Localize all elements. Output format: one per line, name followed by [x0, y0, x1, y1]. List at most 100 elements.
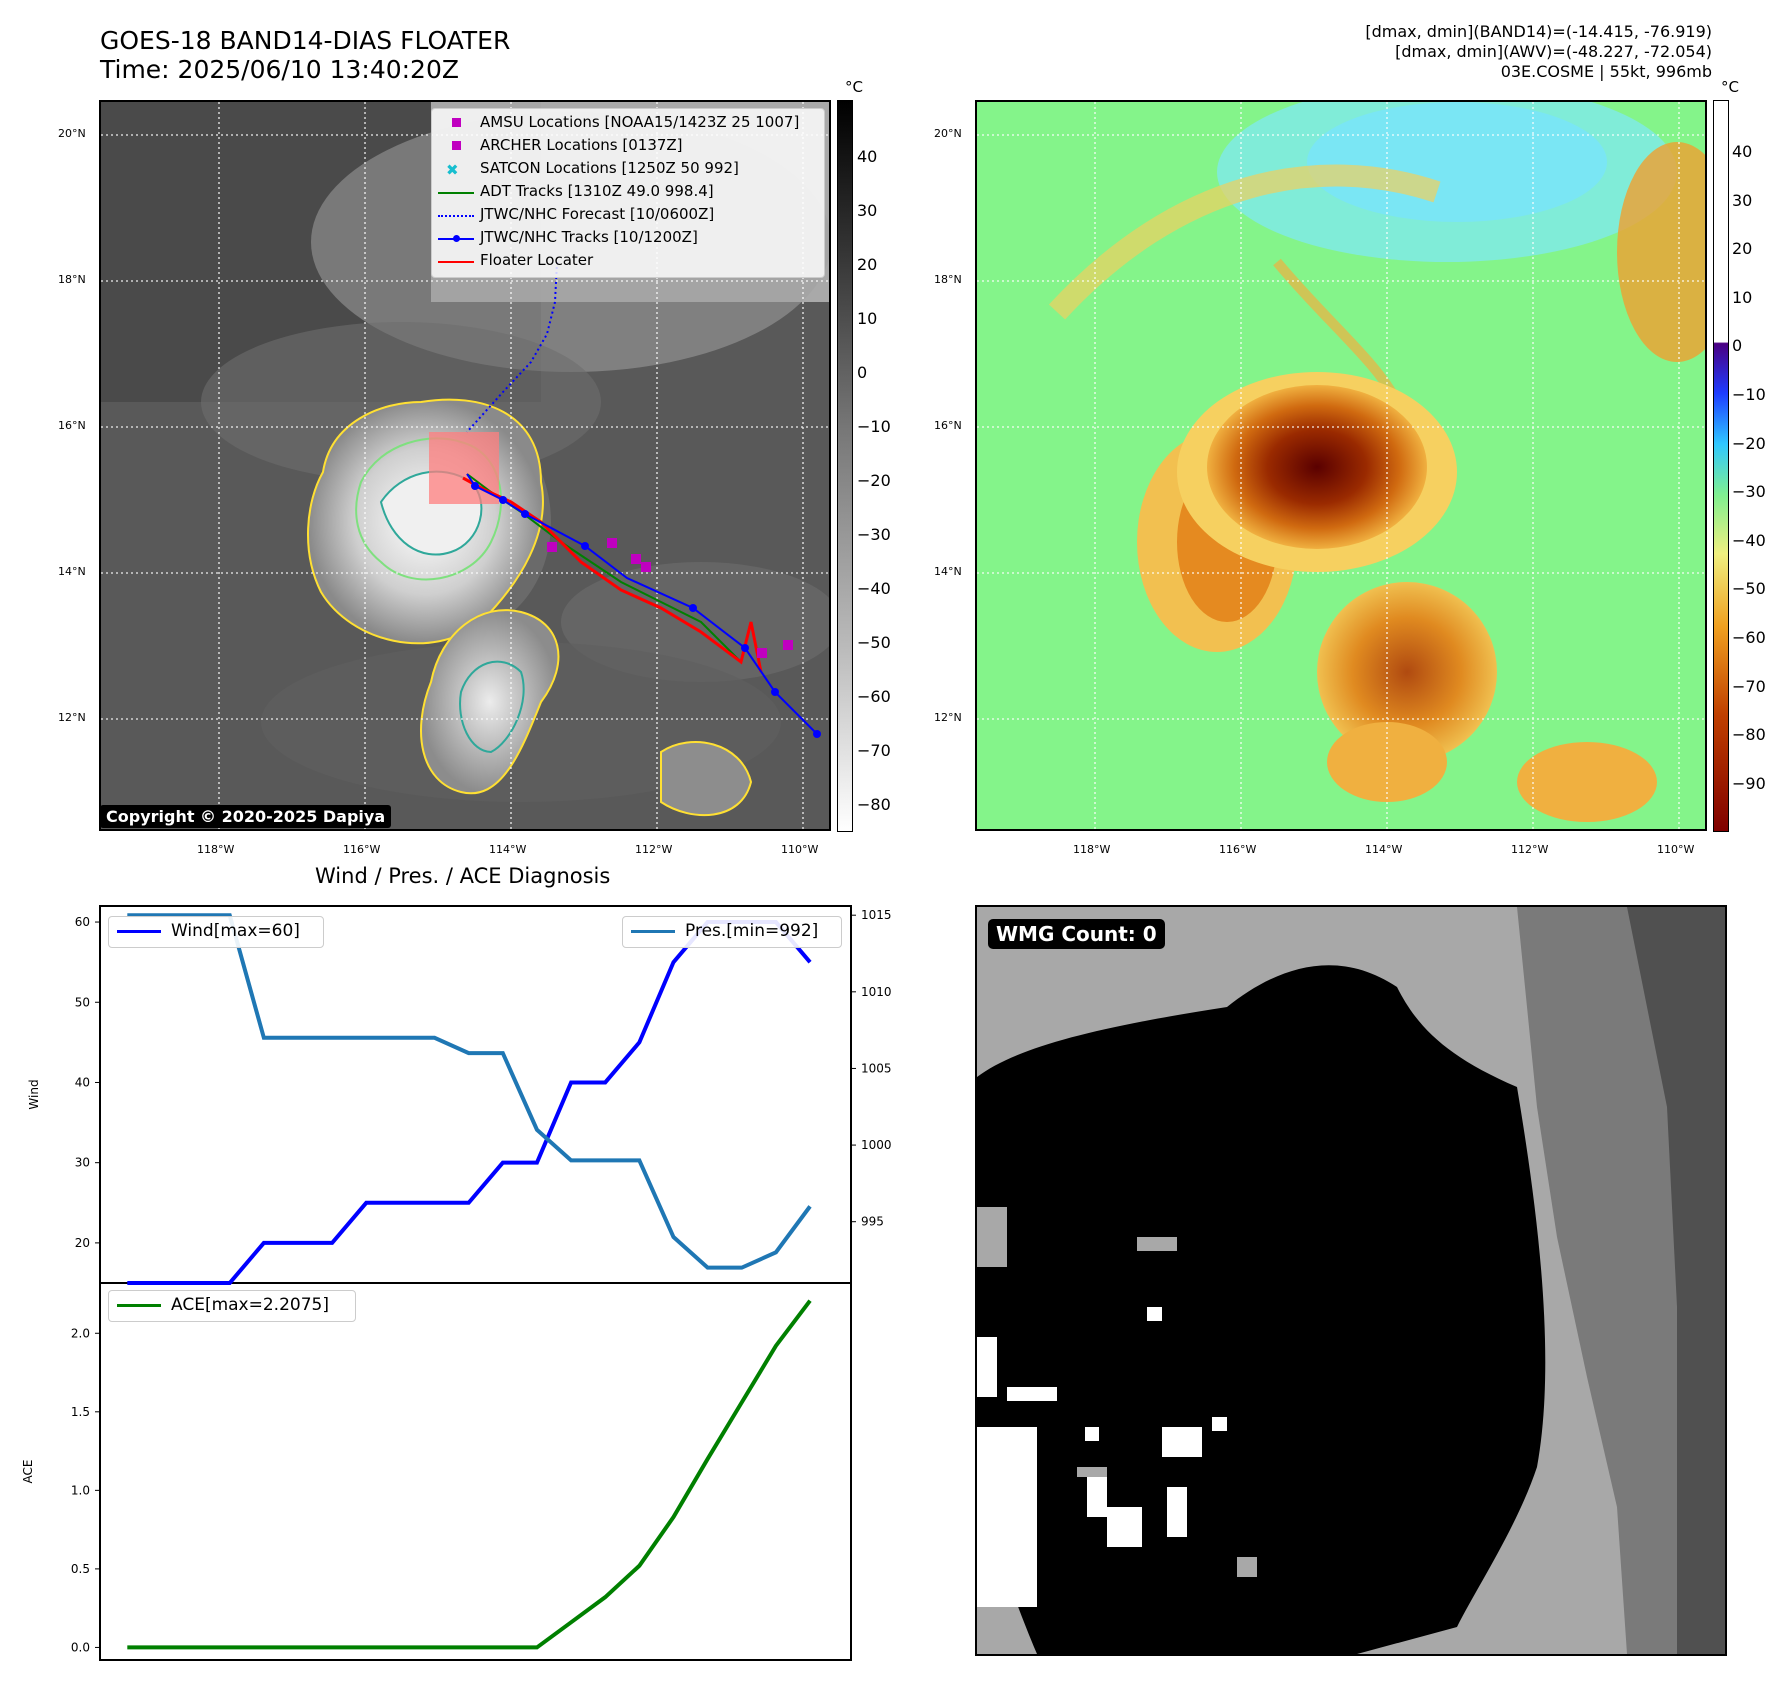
awv-colorbar	[1713, 100, 1729, 832]
pressure-legend-line-icon	[631, 930, 675, 933]
colorbar-tick-label: −40	[1732, 530, 1766, 550]
map-legend: AMSU Locations [NOAA15/1423Z 25 1007] AR…	[431, 108, 825, 278]
lon-label: 112°W	[1511, 843, 1549, 856]
wind-legend-label: Wind[max=60]	[171, 921, 300, 941]
line-icon	[438, 184, 474, 200]
lon-label: 118°W	[1073, 843, 1111, 856]
pressure-legend: Pres.[min=992]	[622, 916, 842, 948]
colorbar-tick-label: −30	[1732, 482, 1766, 502]
lat-label: 16°N	[934, 419, 962, 432]
diagnosis-title: Wind / Pres. / ACE Diagnosis	[315, 864, 611, 888]
ace-axes-frame	[99, 1282, 852, 1661]
colorbar-tick-label: 0	[1732, 336, 1743, 356]
colorbar-tick-label: 20	[1732, 239, 1753, 259]
lon-label: 116°W	[343, 843, 381, 856]
x-marker-icon: ✖	[446, 161, 459, 179]
colorbar-tick-label: −90	[1732, 773, 1766, 793]
awv-map-image	[977, 102, 1705, 829]
colorbar-tick-label: −60	[1732, 628, 1766, 647]
pressure-legend-label: Pres.[min=992]	[685, 921, 819, 941]
ace-axis-tick-label: 0.5	[71, 1562, 90, 1576]
lon-label: 110°W	[1657, 843, 1695, 856]
legend-item-satcon: ✖ SATCON Locations [1250Z 50 992]	[432, 159, 824, 179]
legend-item-jtwc: JTWC/NHC Tracks [10/1200Z]	[432, 228, 824, 248]
colorbar-tick-label: 40	[1732, 142, 1753, 161]
ace-axis-tick-label: 2.0	[71, 1326, 90, 1340]
colorbar-tick-label: −10	[857, 417, 891, 436]
colorbar-tick-label: −30	[857, 525, 891, 544]
copyright-badge: Copyright © 2020-2025 Dapiya	[100, 805, 392, 828]
ir-map-panel: AMSU Locations [NOAA15/1423Z 25 1007] AR…	[99, 100, 831, 831]
legend-item-forecast: JTWC/NHC Forecast [10/0600Z]	[432, 205, 824, 225]
wind-legend-line-icon	[117, 930, 161, 933]
square-marker-icon	[438, 115, 474, 131]
colorbar-tick-label: 20	[857, 255, 878, 274]
awv-colorbar-unit: °C	[1721, 78, 1739, 96]
line-dot-icon	[438, 230, 474, 246]
colorbar-tick-label: −60	[857, 687, 891, 706]
header-info: [dmax, dmin](BAND14)=(-14.415, -76.919) …	[1365, 22, 1712, 82]
pressure-axis-tick-label: 995	[861, 1215, 884, 1229]
colorbar-tick-label: −40	[857, 579, 891, 598]
ir-colorbar	[837, 100, 853, 832]
wind-axis-label: Wind	[27, 1079, 41, 1109]
colorbar-tick-label: 30	[857, 201, 878, 220]
pressure-axis-tick-label: 1005	[861, 1061, 892, 1075]
ace-axis-tick-label: 0.0	[71, 1640, 90, 1654]
wind-series-line	[127, 920, 812, 1285]
lat-label: 14°N	[58, 565, 86, 578]
colorbar-tick-label: −20	[857, 471, 891, 490]
colorbar-tick-label: −80	[1732, 725, 1766, 745]
square-marker-icon	[438, 138, 474, 154]
lat-label: 20°N	[58, 127, 86, 140]
ace-axis-tick-label: 1.5	[71, 1405, 90, 1419]
colorbar-tick-label: 40	[857, 147, 878, 166]
lon-label: 112°W	[635, 843, 673, 856]
wind-axis-tick-label: 20	[75, 1236, 90, 1250]
legend-label: ADT Tracks [1310Z 49.0 998.4]	[480, 182, 714, 200]
ace-axis-label: ACE	[21, 1460, 35, 1484]
legend-item-floater: Floater Locater	[432, 251, 824, 271]
info-line-3: 03E.COSME | 55kt, 996mb	[1500, 62, 1712, 81]
colorbar-tick-label: −80	[857, 795, 891, 814]
lat-label: 18°N	[934, 273, 962, 286]
wind-axis-tick-label: 50	[75, 995, 90, 1009]
legend-item-adt: ADT Tracks [1310Z 49.0 998.4]	[432, 182, 824, 202]
dotted-line-icon	[438, 207, 474, 223]
legend-label: SATCON Locations [1250Z 50 992]	[480, 159, 739, 177]
lat-label: 12°N	[58, 711, 86, 724]
legend-label: JTWC/NHC Forecast [10/0600Z]	[480, 205, 715, 223]
colorbar-tick-label: −20	[1732, 433, 1766, 453]
legend-label: ARCHER Locations [0137Z]	[480, 136, 683, 154]
legend-item-amsu: AMSU Locations [NOAA15/1423Z 25 1007]	[432, 113, 824, 133]
legend-label: Floater Locater	[480, 251, 594, 269]
lat-label: 14°N	[934, 565, 962, 578]
title-line-1: GOES-18 BAND14-DIAS FLOATER	[100, 26, 511, 55]
pressure-axis-tick-label: 1000	[861, 1138, 892, 1152]
ace-legend: ACE[max=2.2075]	[108, 1290, 356, 1322]
lat-label: 16°N	[58, 419, 86, 432]
title-line-2: Time: 2025/06/10 13:40:20Z	[100, 55, 459, 84]
info-line-2: [dmax, dmin](AWV)=(-48.227, -72.054)	[1395, 42, 1712, 61]
ace-axis-tick-label: 1.0	[71, 1483, 90, 1497]
wind-axis-tick-label: 40	[75, 1075, 90, 1089]
pressure-axis-tick-label: 1015	[861, 908, 892, 922]
wmg-image	[977, 907, 1725, 1654]
colorbar-tick-label: 10	[857, 309, 878, 328]
colorbar-tick-label: −10	[1732, 385, 1766, 404]
pressure-axis-tick-label: 1010	[861, 985, 892, 999]
ace-legend-label: ACE[max=2.2075]	[171, 1295, 329, 1315]
wind-axis-tick-label: 30	[75, 1156, 90, 1170]
pressure-series-line	[127, 913, 812, 1270]
figure-title: GOES-18 BAND14-DIAS FLOATER Time: 2025/0…	[100, 26, 510, 84]
colorbar-tick-label: −50	[1732, 579, 1766, 599]
colorbar-tick-label: −70	[857, 741, 891, 760]
legend-label: AMSU Locations [NOAA15/1423Z 25 1007]	[480, 113, 800, 131]
wind-axes-frame	[99, 905, 852, 1284]
colorbar-tick-label: 10	[1732, 287, 1753, 307]
wind-legend: Wind[max=60]	[108, 916, 324, 948]
wind-axis-tick-label: 60	[75, 915, 90, 929]
lat-label: 18°N	[58, 273, 86, 286]
colorbar-tick-label: −70	[1732, 676, 1766, 696]
line-icon	[438, 253, 474, 269]
